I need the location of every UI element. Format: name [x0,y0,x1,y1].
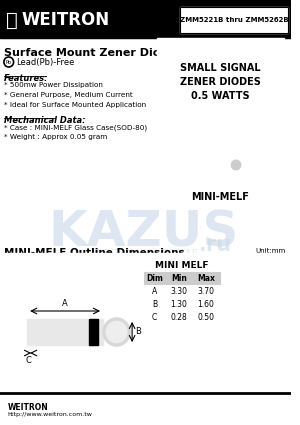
Bar [192,311,220,324]
Bar [165,311,192,324]
Text: SMALL SIGNAL: SMALL SIGNAL [180,63,261,73]
Text: ЭЛЕКТРОННЫЙ  ПОРТАЛ: ЭЛЕКТРОННЫЙ ПОРТАЛ [90,249,197,258]
Ellipse shape [103,318,130,346]
Text: WEITRON: WEITRON [8,403,49,412]
Text: C: C [152,313,157,322]
Text: 1.60: 1.60 [197,300,214,309]
Bar [180,7,289,33]
Bar [144,285,165,298]
Bar [165,298,192,311]
Text: Pb: Pb [6,60,12,65]
Text: Dim: Dim [146,274,163,283]
Text: A: A [152,287,157,296]
Bar [3,253,289,385]
Bar [158,38,284,108]
Text: Lead(Pb)-Free: Lead(Pb)-Free [16,57,75,66]
Text: .ru: .ru [199,235,232,255]
Bar [144,298,165,311]
Text: 3.30: 3.30 [170,287,187,296]
Text: WEITRON: WEITRON [21,11,109,29]
Ellipse shape [231,160,241,170]
Text: ZMM5221B thru ZMM5262B: ZMM5221B thru ZMM5262B [180,17,288,23]
Bar [158,124,284,192]
Bar [165,272,192,285]
Text: Unit:mm: Unit:mm [255,248,286,254]
Bar [192,298,220,311]
Text: C: C [25,356,31,365]
Text: Mechanical Data:: Mechanical Data: [4,116,86,125]
Bar [144,259,220,272]
Text: Min: Min [171,274,187,283]
Text: * General Purpose, Medium Current: * General Purpose, Medium Current [4,92,133,98]
Text: 0.28: 0.28 [170,313,187,322]
Bar [144,272,165,285]
Text: MINI-MELF Outline Dimensions: MINI-MELF Outline Dimensions [4,248,184,258]
Text: Surface Mount Zener Diodes: Surface Mount Zener Diodes [4,48,182,58]
Text: Features:: Features: [4,74,48,83]
Text: 0.5 WATTS: 0.5 WATTS [191,91,250,101]
Text: ZENER DIODES: ZENER DIODES [180,77,261,87]
Text: * 500mw Power Dissipation: * 500mw Power Dissipation [4,82,103,88]
Text: 1.30: 1.30 [170,300,187,309]
Ellipse shape [222,157,244,179]
Text: MINI-MELF: MINI-MELF [192,192,249,202]
Bar [192,272,220,285]
Text: KAZUS: KAZUS [49,208,239,256]
Bar [192,285,220,298]
Text: MINI MELF: MINI MELF [155,261,208,270]
Bar [89,319,98,345]
Bar [165,285,192,298]
Text: * Weight : Approx 0.05 gram: * Weight : Approx 0.05 gram [4,134,107,140]
Bar [27,319,103,345]
Text: * Case : MINI-MELF Glass Case(SOD-80): * Case : MINI-MELF Glass Case(SOD-80) [4,124,147,130]
Bar [180,7,289,33]
Text: http://www.weitron.com.tw: http://www.weitron.com.tw [8,412,93,417]
Bar [0,0,291,38]
Text: 3.70: 3.70 [197,287,214,296]
Text: Max: Max [197,274,215,283]
Text: B: B [152,300,157,309]
Text: Ⓦ: Ⓦ [6,11,18,29]
Text: B: B [135,328,141,337]
Text: A: A [62,299,68,308]
Text: * Ideal for Surface Mounted Application: * Ideal for Surface Mounted Application [4,102,146,108]
Bar [144,311,165,324]
Text: 0.50: 0.50 [197,313,214,322]
Ellipse shape [106,321,127,343]
